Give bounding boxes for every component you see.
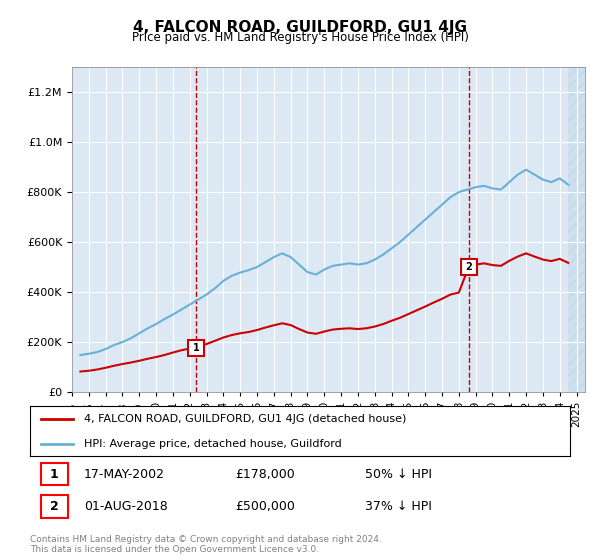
Text: 4, FALCON ROAD, GUILDFORD, GU1 4JG (detached house): 4, FALCON ROAD, GUILDFORD, GU1 4JG (deta… (84, 414, 406, 423)
FancyBboxPatch shape (41, 495, 68, 517)
Text: 50% ↓ HPI: 50% ↓ HPI (365, 468, 432, 480)
Text: 01-AUG-2018: 01-AUG-2018 (84, 500, 168, 513)
Text: £178,000: £178,000 (235, 468, 295, 480)
Text: 1: 1 (193, 343, 200, 353)
Text: 2: 2 (50, 500, 59, 513)
Text: 17-MAY-2002: 17-MAY-2002 (84, 468, 165, 480)
Text: Contains HM Land Registry data © Crown copyright and database right 2024.
This d: Contains HM Land Registry data © Crown c… (30, 535, 382, 554)
Text: HPI: Average price, detached house, Guildford: HPI: Average price, detached house, Guil… (84, 439, 342, 449)
Text: 4, FALCON ROAD, GUILDFORD, GU1 4JG: 4, FALCON ROAD, GUILDFORD, GU1 4JG (133, 20, 467, 35)
Text: 2: 2 (465, 262, 472, 272)
FancyBboxPatch shape (41, 463, 68, 486)
Bar (568, 67, 585, 392)
Text: Price paid vs. HM Land Registry's House Price Index (HPI): Price paid vs. HM Land Registry's House … (131, 31, 469, 44)
Text: 37% ↓ HPI: 37% ↓ HPI (365, 500, 431, 513)
Text: £500,000: £500,000 (235, 500, 295, 513)
Text: 1: 1 (50, 468, 59, 480)
